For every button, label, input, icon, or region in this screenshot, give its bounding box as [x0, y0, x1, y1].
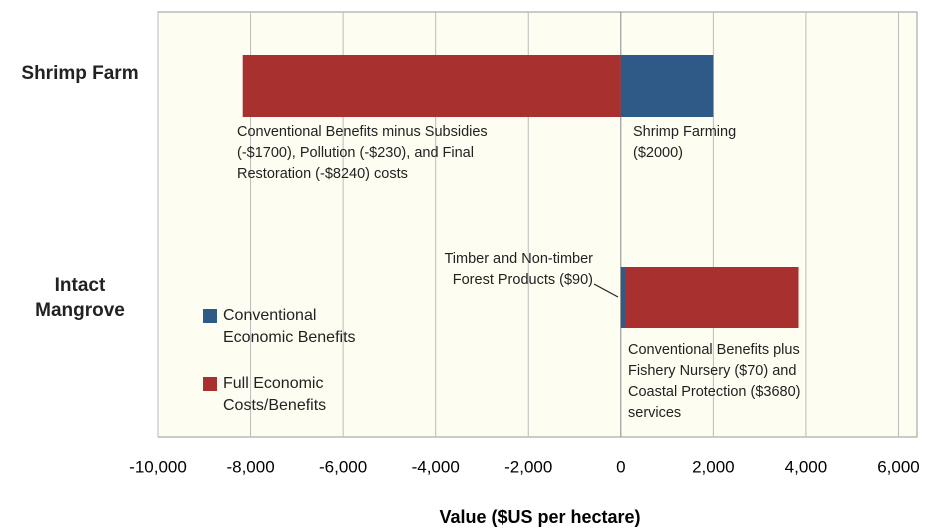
- annotation: services: [628, 405, 682, 421]
- annotation: ($2000): [633, 145, 683, 161]
- annotation: Timber and Non-timber: [444, 251, 593, 267]
- x-tick-label: 6,000: [877, 457, 920, 476]
- bar: [620, 267, 799, 328]
- annotation: (-$1700), Pollution (-$230), and Final: [237, 145, 474, 161]
- annotation: Conventional Benefits plus: [628, 342, 800, 358]
- leader-line: [593, 283, 619, 298]
- x-tick-label: -10,000: [129, 457, 187, 476]
- x-tick-label: -4,000: [412, 457, 460, 476]
- annotation: Coastal Protection ($3680): [628, 384, 801, 400]
- annotation: Forest Products ($90): [452, 272, 593, 288]
- annotation: Conventional Benefits minus Subsidies: [237, 124, 488, 140]
- x-tick-label: -2,000: [504, 457, 552, 476]
- annotation: Restoration (-$8240) costs: [237, 166, 408, 182]
- legend-label: Conventional Economic Benefits: [223, 307, 356, 346]
- x-tick-label: -8,000: [226, 457, 274, 476]
- legend-swatch: [203, 377, 217, 391]
- x-tick-label: 0: [616, 457, 625, 476]
- annotation: Shrimp Farming: [633, 124, 737, 140]
- legend-label: Full Economic Costs/Benefits: [223, 375, 327, 414]
- x-tick-label: -6,000: [319, 457, 367, 476]
- category-label: Shrimp Farm: [21, 63, 139, 84]
- bar: [620, 267, 625, 328]
- legend-swatch: [203, 309, 217, 323]
- x-tick-label: 4,000: [785, 457, 828, 476]
- annotation: Fishery Nursery ($70) and: [628, 363, 797, 379]
- bar: [242, 55, 621, 117]
- category-label: Intact Mangrove: [35, 274, 125, 321]
- x-axis-label: Value ($US per hectare): [439, 507, 640, 527]
- bar: [620, 55, 714, 117]
- x-tick-label: 2,000: [692, 457, 735, 476]
